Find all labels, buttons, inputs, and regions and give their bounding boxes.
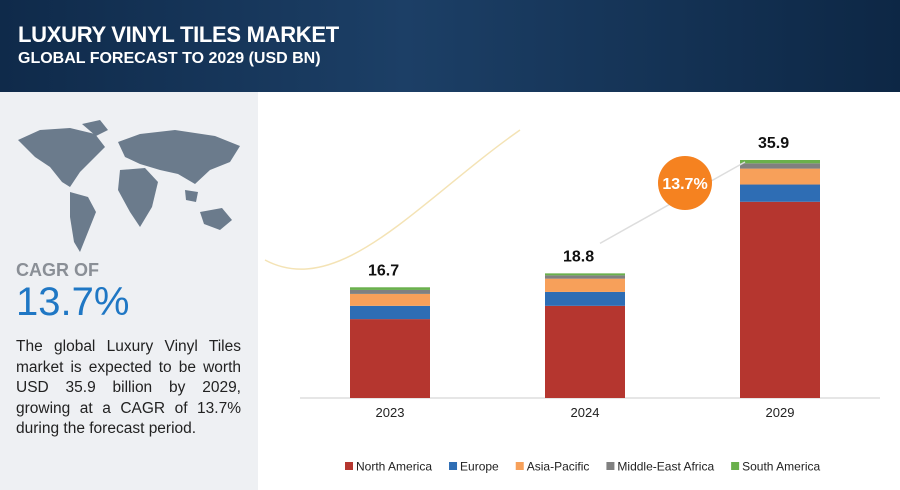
header: LUXURY VINYL TILES MARKET GLOBAL FORECAS…	[0, 0, 900, 92]
bar-segment	[545, 273, 625, 276]
bar-segment	[740, 201, 820, 398]
total-label: 16.7	[368, 262, 399, 279]
bar-segment	[740, 160, 820, 164]
description: The global Luxury Vinyl Tiles market is …	[16, 338, 241, 437]
title: LUXURY VINYL TILES MARKET	[18, 22, 339, 47]
bar-segment	[350, 305, 430, 320]
legend-label: North America	[356, 460, 432, 474]
x-tick-label: 2024	[571, 405, 600, 420]
subtitle: GLOBAL FORECAST TO 2029 (USD BN)	[18, 50, 321, 67]
bar-segment	[350, 293, 430, 306]
bar-segment	[350, 289, 430, 294]
decor-curve	[264, 129, 521, 270]
cagr-bubble	[658, 156, 712, 210]
legend-label: South America	[742, 460, 820, 474]
world-map	[18, 120, 240, 252]
bar-segment	[740, 163, 820, 169]
legend-label: Middle-East Africa	[617, 460, 714, 474]
legend-swatch	[515, 462, 524, 470]
cagr-label: CAGR OF	[16, 260, 99, 280]
legend-swatch	[731, 462, 740, 470]
bar-segment	[545, 275, 625, 279]
legend-swatch	[449, 462, 458, 470]
legend-swatch	[345, 462, 353, 470]
x-tick-label: 2023	[376, 405, 405, 420]
x-tick-label: 2029	[766, 405, 795, 420]
legend-swatch	[606, 462, 615, 470]
legend-label: Asia-Pacific	[527, 460, 590, 474]
total-label: 35.9	[758, 135, 789, 152]
bar-segment	[740, 168, 820, 185]
total-label: 18.8	[563, 248, 594, 265]
bar-segment	[545, 305, 625, 398]
bar-segment	[350, 287, 430, 290]
sidebar: CAGR OF 13.7% The global Luxury Vinyl Ti…	[0, 92, 258, 490]
legend-label: Europe	[460, 460, 499, 474]
bar-segment	[545, 278, 625, 292]
bar-segment	[740, 184, 820, 202]
cagr-bubble-label: 13.7%	[662, 176, 707, 193]
bar-segment	[350, 319, 430, 398]
cagr-value: 13.7%	[16, 280, 130, 324]
bar-segment	[545, 291, 625, 306]
